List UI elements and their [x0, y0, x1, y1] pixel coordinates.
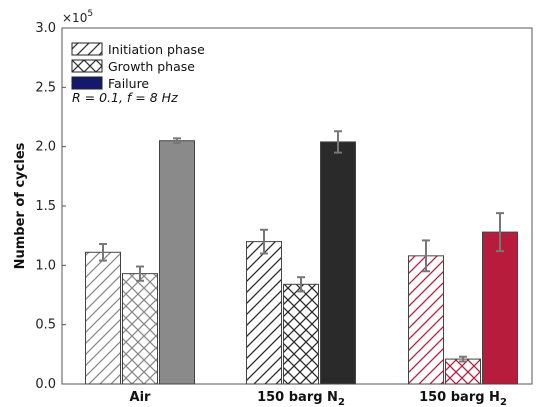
bar: [408, 255, 444, 385]
error-bar: [459, 355, 467, 363]
bar: [482, 231, 518, 385]
bars: [85, 130, 518, 385]
condition-annotation: R = 0.1, f = 8 Hz: [72, 90, 178, 105]
x-axis-category-labels: Air 150 barg N2 150 barg H2: [130, 390, 507, 407]
error-bar: [334, 130, 342, 154]
x-category-label: 150 barg N2: [257, 390, 345, 407]
error-bar: [99, 242, 107, 262]
bar: [246, 241, 282, 385]
y-tick-label: 1.0: [35, 258, 56, 273]
bar: [320, 141, 356, 385]
y-tick-label: 2.0: [35, 140, 56, 155]
x-category-label: Air: [130, 390, 152, 405]
y-tick-label: 3.0: [35, 21, 56, 36]
x-category-label: 150 barg H2: [419, 390, 507, 407]
legend-label: Failure: [108, 76, 149, 91]
legend-label: Initiation phase: [108, 42, 205, 57]
legend-swatch: [71, 76, 103, 90]
bar: [85, 251, 121, 385]
bar: [122, 273, 158, 385]
y-axis: 0.0 0.5 1.0 1.5 2.0 2.5 3.0: [35, 21, 66, 392]
legend-swatch: [71, 59, 103, 73]
legend-label: Growth phase: [108, 59, 195, 74]
y-tick-label: 0.5: [35, 318, 56, 333]
error-bar: [496, 212, 504, 253]
y-tick-label: 1.5: [35, 199, 56, 214]
error-bar: [260, 228, 268, 255]
bar: [445, 358, 481, 385]
error-bar: [173, 137, 181, 145]
bar: [283, 283, 319, 385]
bar: [159, 140, 195, 385]
error-bar: [136, 265, 144, 282]
legend: Initiation phase Growth phase Failure: [71, 42, 205, 91]
y-multiplier: ×105: [62, 9, 93, 25]
error-bar: [297, 276, 305, 293]
y-tick-label: 0.0: [35, 377, 56, 392]
legend-swatch: [71, 42, 103, 56]
y-axis-label: Number of cycles: [13, 142, 28, 269]
y-tick-label: 2.5: [35, 80, 56, 95]
error-bar: [422, 239, 430, 273]
